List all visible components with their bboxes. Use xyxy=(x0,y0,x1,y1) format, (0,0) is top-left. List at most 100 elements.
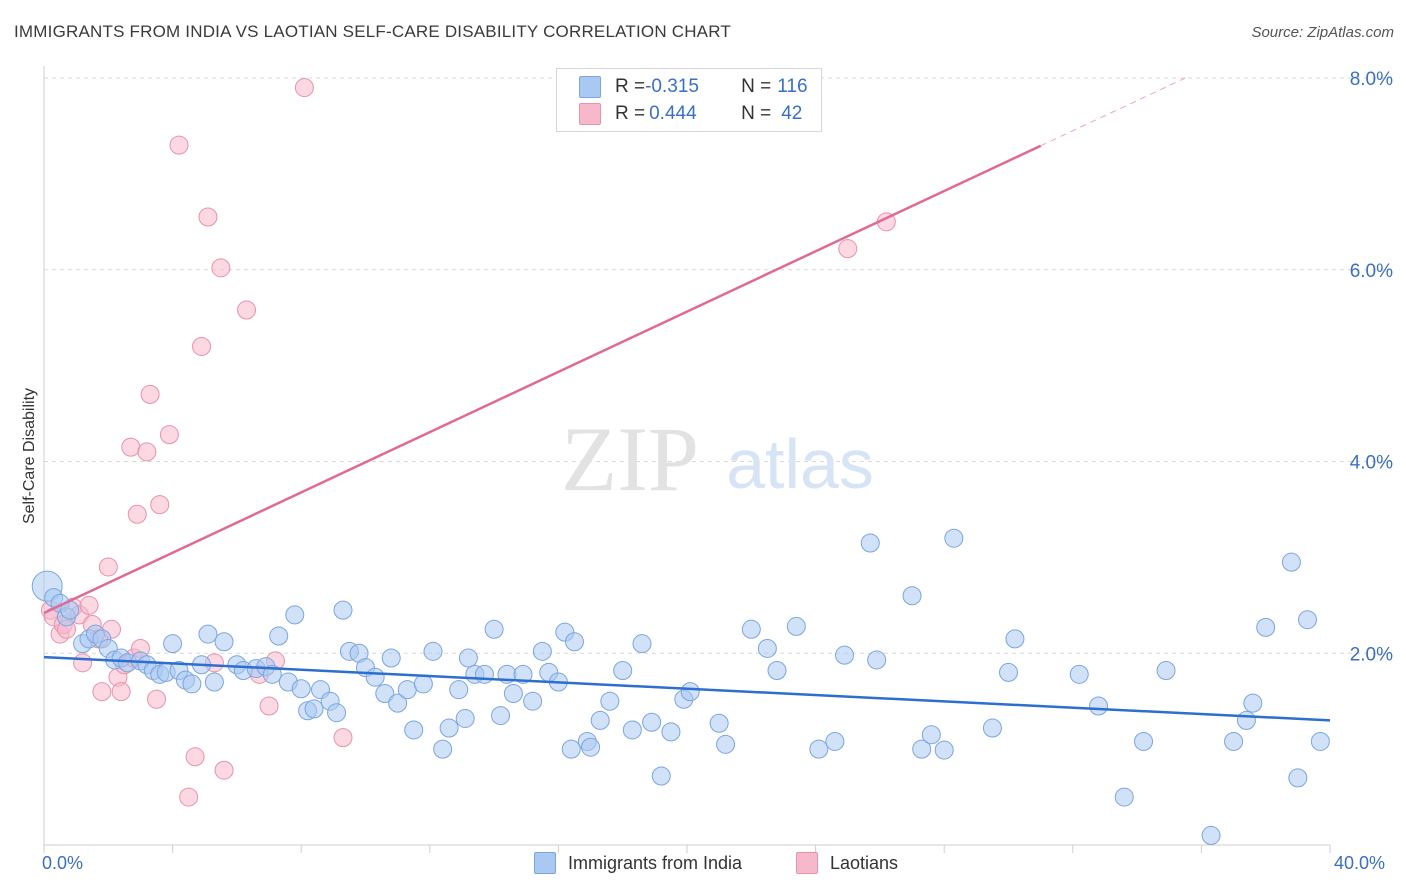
india-point xyxy=(439,718,459,738)
legend-n-value-laos: 42 xyxy=(781,103,803,124)
india-point xyxy=(632,634,652,654)
y-tick-label: 2.0% xyxy=(1350,644,1393,665)
india-point xyxy=(285,605,305,625)
india-point xyxy=(1156,661,1176,681)
india-point xyxy=(182,674,202,694)
india-point xyxy=(651,766,671,786)
watermark-zip: ZIP xyxy=(561,408,699,510)
india-point xyxy=(1288,768,1308,788)
india-point xyxy=(835,645,855,665)
laos-point xyxy=(169,135,189,155)
india-point xyxy=(513,664,533,684)
y-axis-label: Self-Care Disability xyxy=(21,387,38,525)
bottom-legend-label-laos: Laotians xyxy=(830,852,899,873)
india-point xyxy=(381,648,401,668)
watermark: ZIP atlas xyxy=(561,408,874,510)
laos-point xyxy=(294,78,314,98)
y-tick-label: 4.0% xyxy=(1350,453,1393,474)
bottom-legend-label-india: Immigrants from India xyxy=(568,852,743,873)
chart-title: IMMIGRANTS FROM INDIA VS LAOTIAN SELF-CA… xyxy=(14,22,731,41)
bottom-legend-swatch-laos xyxy=(796,852,818,874)
legend-r-label-india: R = xyxy=(615,76,646,97)
india-point xyxy=(825,731,845,751)
india-point xyxy=(1256,617,1276,637)
laos-point xyxy=(127,504,147,524)
y-tick-label: 6.0% xyxy=(1350,261,1393,282)
india-point xyxy=(999,662,1018,682)
india-point xyxy=(1069,664,1089,684)
india-point xyxy=(262,664,282,684)
legend-box: R = -0.315 N = 116 R = 0.444 N = 42 xyxy=(556,68,822,132)
laos-trend-extension xyxy=(1040,77,1186,147)
india-point xyxy=(709,713,729,733)
india-point xyxy=(291,679,311,699)
india-point xyxy=(902,586,922,606)
india-point xyxy=(741,619,761,639)
india-point xyxy=(1310,731,1330,751)
laos-point xyxy=(159,425,179,445)
india-point xyxy=(1201,825,1221,845)
india-point xyxy=(642,712,662,732)
india-point xyxy=(982,718,1002,738)
laos-point xyxy=(150,495,170,515)
india-point xyxy=(1005,629,1025,649)
india-point xyxy=(397,680,417,700)
india-point xyxy=(600,691,620,711)
india-point xyxy=(458,648,478,668)
legend-row-india: R = -0.315 N = 116 xyxy=(579,75,808,99)
y-tick-labels: 2.0% 4.0% 6.0% 8.0% xyxy=(1350,69,1393,665)
trend-lines xyxy=(43,77,1331,722)
india-point xyxy=(474,664,494,684)
india-point xyxy=(455,708,475,728)
india-point xyxy=(1134,731,1154,751)
india-point xyxy=(921,725,941,745)
legend-r-label-laos: R = xyxy=(615,103,646,124)
india-point xyxy=(214,632,234,652)
source-label: Source: ZipAtlas.com xyxy=(1251,24,1394,41)
india-point xyxy=(365,667,385,687)
india-point xyxy=(404,720,424,740)
grid-layer xyxy=(44,77,1393,654)
y-tick-label: 8.0% xyxy=(1350,69,1393,90)
laos-point xyxy=(111,682,131,702)
laos-point xyxy=(140,384,160,404)
india-point xyxy=(912,739,932,759)
laos-point xyxy=(147,689,167,709)
laos-point xyxy=(211,258,231,278)
india-point xyxy=(944,528,964,548)
india-point xyxy=(304,699,324,719)
india-point xyxy=(204,672,224,692)
india-point xyxy=(1089,696,1109,716)
laos-point xyxy=(79,595,99,615)
x-tick-label-min: 0.0% xyxy=(42,853,84,873)
laos-point xyxy=(185,747,205,767)
legend-r-value-laos: 0.444 xyxy=(649,103,697,124)
bottom-legend-swatch-india xyxy=(534,852,556,874)
india-point xyxy=(613,661,633,681)
legend-row-laos: R = 0.444 N = 42 xyxy=(579,102,802,126)
india-point xyxy=(581,737,601,757)
india-points xyxy=(31,528,1330,845)
india-point xyxy=(269,626,289,646)
laos-point xyxy=(92,682,112,702)
legend-n-label-laos: N = xyxy=(741,103,772,124)
india-point xyxy=(333,600,353,620)
india-point xyxy=(561,739,581,759)
legend-swatch-india xyxy=(579,76,601,98)
india-point xyxy=(786,616,806,636)
legend-n-value-india: 116 xyxy=(777,76,808,97)
india-point xyxy=(375,684,395,704)
legend-n-label-india: N = xyxy=(741,76,772,97)
india-point xyxy=(809,739,829,759)
laos-point xyxy=(121,437,141,457)
bottom-legend-laos: Laotians xyxy=(796,852,898,874)
india-point xyxy=(198,624,218,644)
bottom-legend-india: Immigrants from India xyxy=(534,852,742,874)
laos-point xyxy=(192,336,212,356)
india-point xyxy=(767,661,787,681)
india-point xyxy=(757,638,777,658)
india-point xyxy=(433,739,453,759)
india-point xyxy=(860,533,880,553)
india-point xyxy=(1297,610,1317,630)
india-point xyxy=(716,734,736,754)
